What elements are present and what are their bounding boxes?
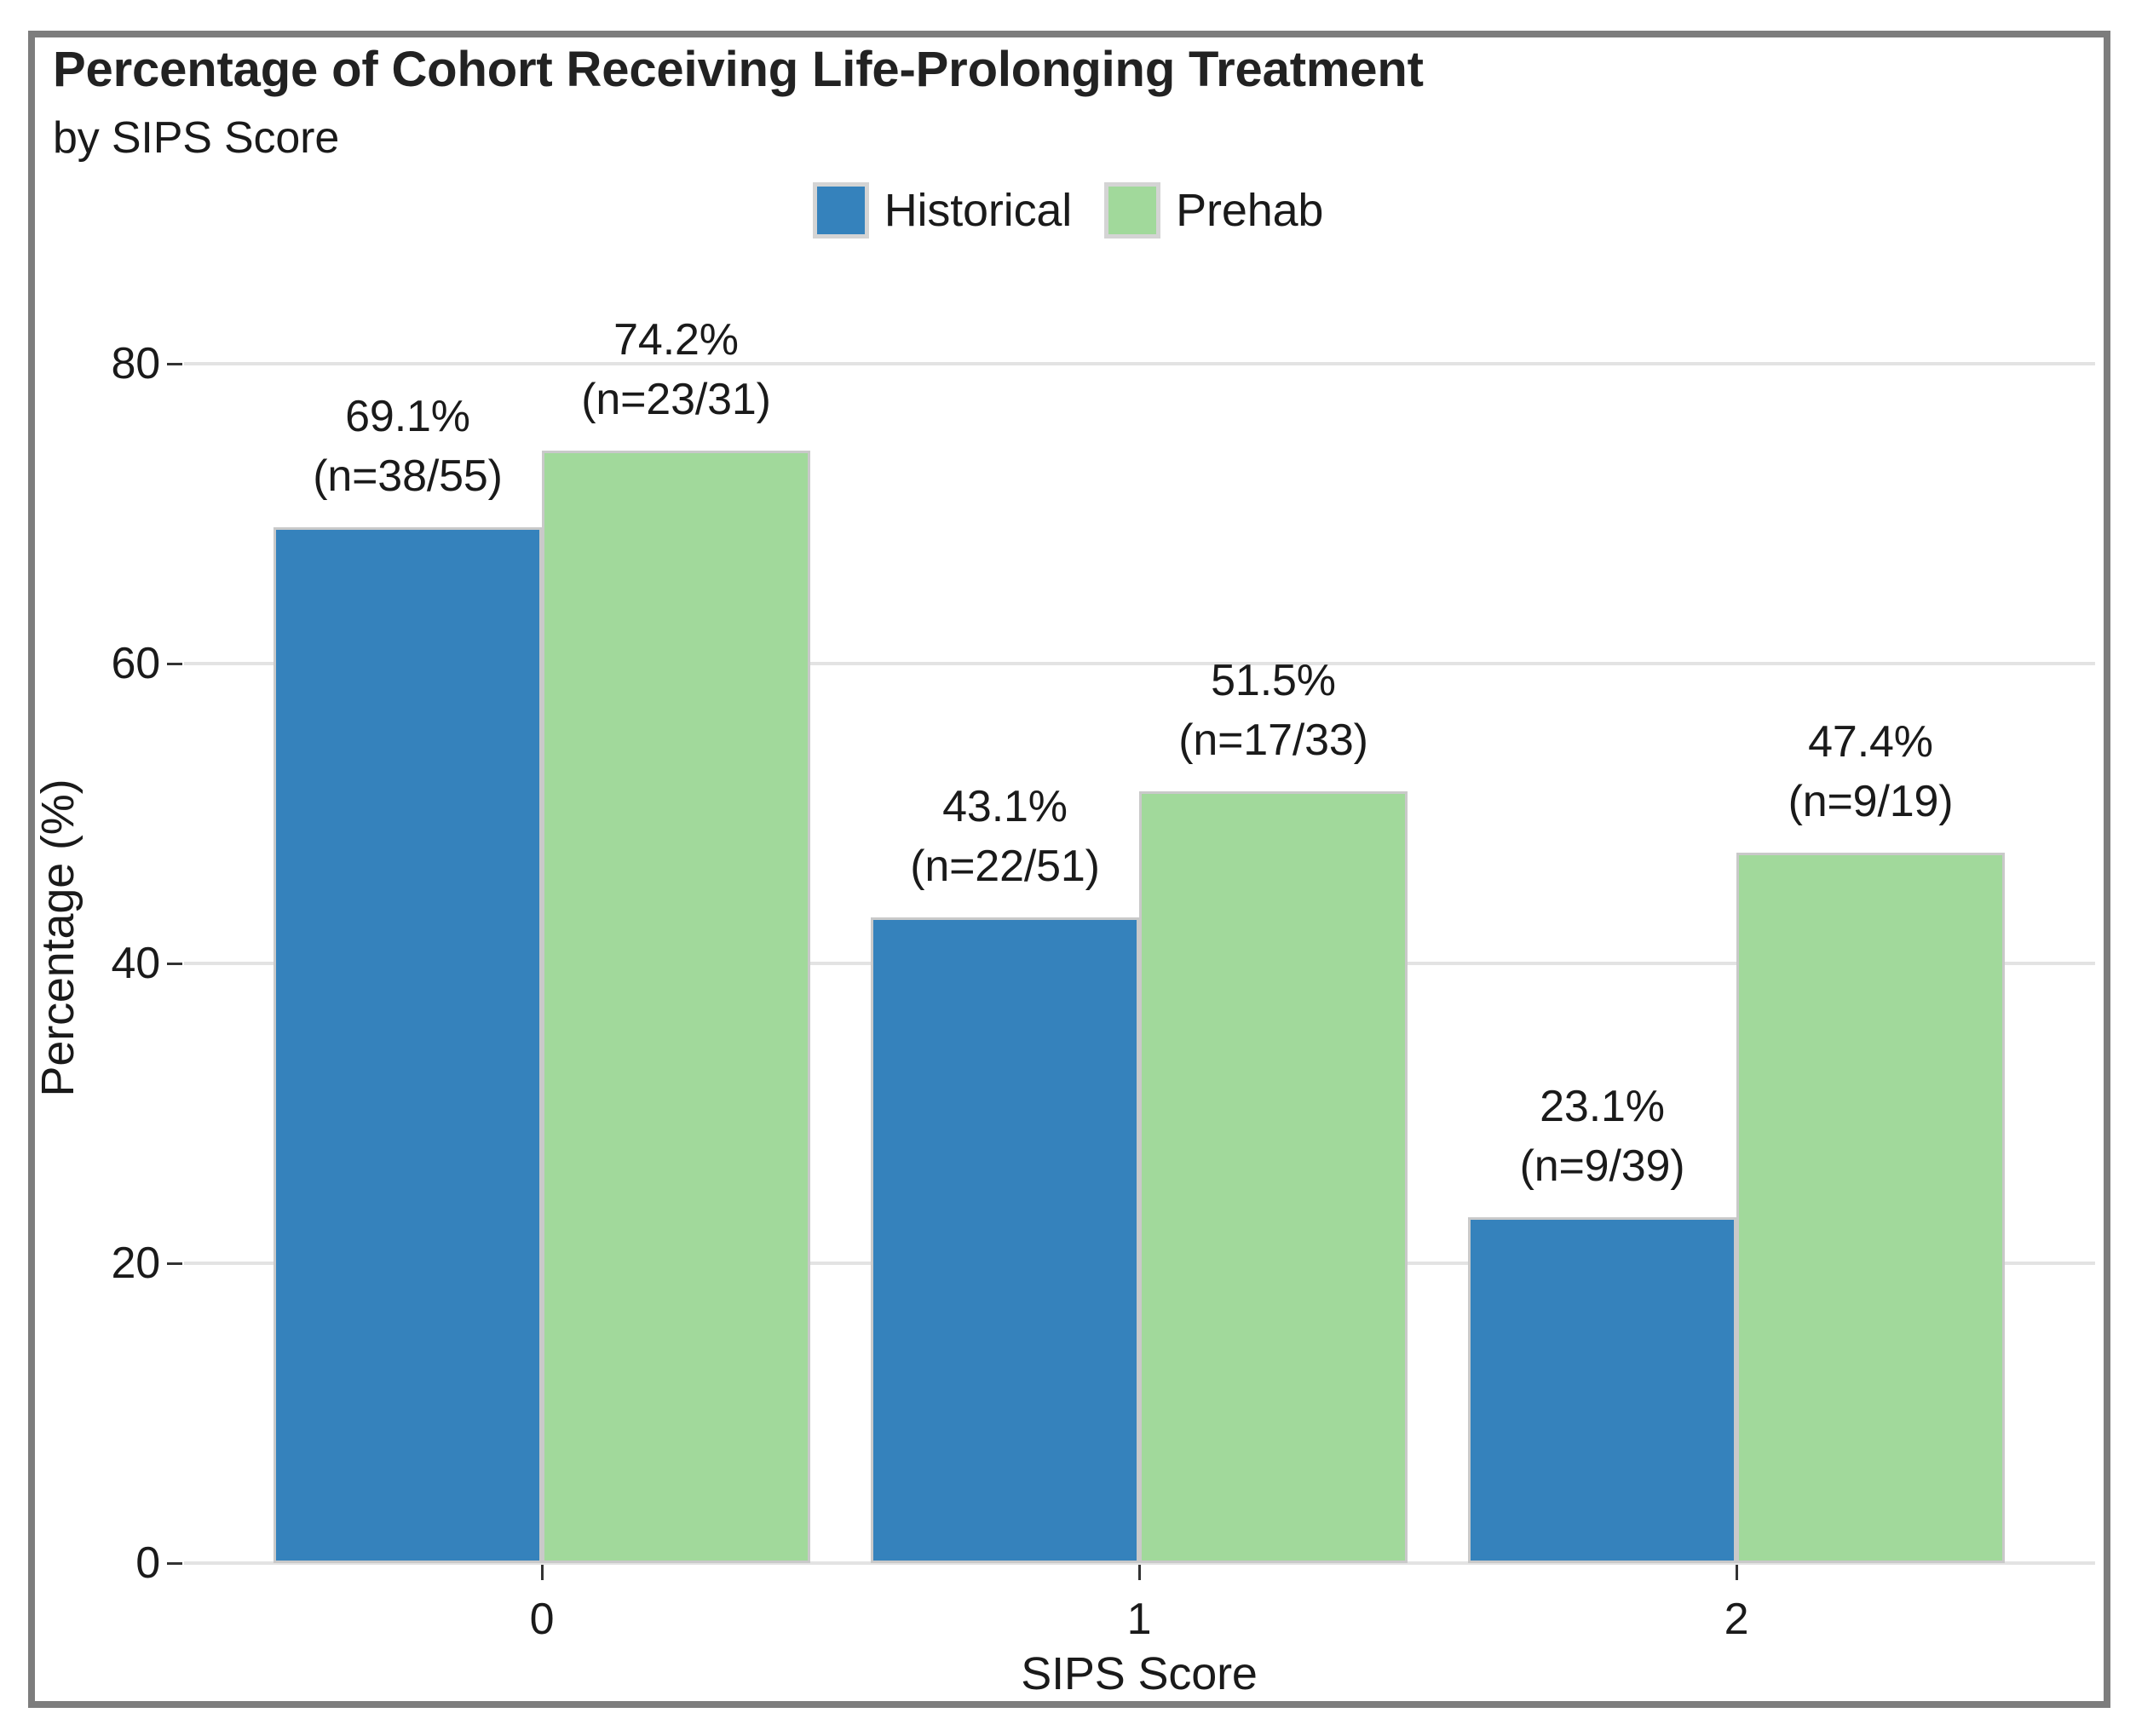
bar-label-percent: 51.5% [1211,655,1336,705]
bar-label-n: (n=17/33) [1178,715,1368,765]
y-tick-40 [167,962,182,965]
x-tick-1 [1137,1565,1141,1580]
bar-prehab-0 [542,451,810,1563]
bar-label-percent: 43.1% [942,781,1068,831]
bar-label-historical-1: 43.1% (n=22/51) [852,777,1159,896]
bar-label-percent: 69.1% [345,392,470,442]
bar-label-n: (n=9/39) [1519,1141,1685,1191]
bar-historical-2 [1468,1216,1736,1563]
bar-label-prehab-0: 74.2% (n=23/31) [523,310,830,429]
y-tick-label-0: 0 [135,1538,160,1588]
bar-label-historical-2: 23.1% (n=9/39) [1449,1077,1756,1196]
bar-label-historical-0: 69.1% (n=38/55) [255,387,561,506]
y-tick-label-20: 20 [111,1239,160,1289]
x-tick-2 [1735,1565,1738,1580]
bar-prehab-1 [1139,790,1408,1563]
bar-label-percent: 23.1% [1540,1081,1665,1131]
bar-label-n: (n=22/51) [910,841,1100,891]
gridline-0 [184,1561,2095,1565]
bar-label-prehab-2: 47.4% (n=9/19) [1718,712,2024,831]
legend-swatch-prehab-icon [1104,182,1161,239]
bar-historical-0 [273,527,542,1563]
legend-label-historical: Historical [884,185,1073,236]
legend-item-prehab: Prehab [1104,182,1323,239]
y-tick-label-40: 40 [111,939,160,989]
gridline-80 [184,362,2095,366]
legend-item-historical: Historical [812,182,1073,239]
bar-label-n: (n=23/31) [581,375,771,425]
x-axis-title: SIPS Score [1021,1648,1258,1699]
x-tick-label-2: 2 [1724,1595,1749,1644]
legend: Historical Prehab [0,172,2136,249]
y-tick-0 [167,1561,182,1565]
bar-label-percent: 47.4% [1808,716,1933,767]
y-tick-20 [167,1262,182,1265]
bar-label-prehab-1: 51.5% (n=17/33) [1120,651,1427,770]
y-tick-60 [167,662,182,665]
y-tick-label-80: 80 [111,339,160,389]
bar-historical-1 [871,917,1139,1563]
bar-label-n: (n=38/55) [313,451,503,502]
bar-prehab-2 [1736,852,2005,1563]
y-tick-label-60: 60 [111,639,160,689]
x-tick-label-1: 1 [1126,1595,1152,1644]
y-tick-80 [167,362,182,365]
gridline-60 [184,662,2095,666]
bar-label-n: (n=9/19) [1788,776,1954,826]
y-axis-title: Percentage (%) [32,779,83,1097]
legend-swatch-historical-icon [812,182,869,239]
x-tick-label-0: 0 [529,1595,555,1644]
chart-title: Percentage of Cohort Receiving Life-Prol… [53,42,1424,97]
x-tick-0 [540,1565,544,1580]
bar-label-percent: 74.2% [613,315,739,365]
chart-subtitle: by SIPS Score [53,113,340,163]
legend-label-prehab: Prehab [1176,185,1324,236]
